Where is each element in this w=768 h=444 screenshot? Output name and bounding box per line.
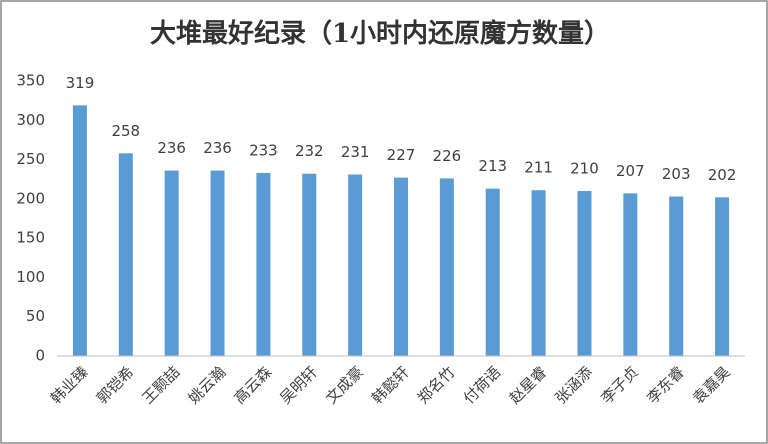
bar (669, 196, 684, 356)
y-tick-label: 50 (26, 307, 45, 325)
bar (715, 197, 730, 356)
bar (164, 170, 179, 356)
bar (118, 153, 133, 356)
data-label: 233 (249, 141, 278, 159)
bar (72, 105, 87, 356)
data-label: 236 (203, 139, 232, 157)
data-label: 227 (387, 146, 416, 164)
chart-title: 大堆最好纪录（1小时内还原魔方数量） (150, 18, 610, 49)
data-label: 226 (433, 147, 462, 165)
y-tick-label: 0 (35, 347, 45, 365)
y-tick-label: 350 (16, 72, 45, 90)
data-label: 319 (66, 74, 95, 92)
y-tick-label: 200 (16, 189, 45, 207)
bar (302, 173, 317, 356)
bar (485, 188, 500, 356)
data-label: 213 (478, 157, 507, 175)
bar (348, 174, 363, 356)
bar (210, 170, 225, 356)
bar (623, 193, 638, 356)
bar (531, 190, 546, 356)
bar (256, 172, 271, 356)
data-label: 232 (295, 142, 324, 160)
y-tick-label: 250 (16, 150, 45, 168)
bar (577, 191, 592, 356)
data-label: 210 (570, 160, 599, 178)
bar (394, 177, 408, 356)
data-label: 207 (616, 162, 645, 180)
data-label: 236 (157, 139, 186, 157)
data-label: 231 (341, 143, 370, 161)
data-label: 202 (708, 166, 737, 184)
y-tick-label: 100 (16, 268, 45, 286)
data-label: 203 (662, 165, 691, 183)
y-tick-label: 150 (16, 229, 45, 247)
data-label: 258 (111, 122, 140, 140)
data-label: 211 (524, 159, 553, 177)
y-tick-label: 300 (16, 111, 45, 129)
bar (439, 178, 454, 356)
